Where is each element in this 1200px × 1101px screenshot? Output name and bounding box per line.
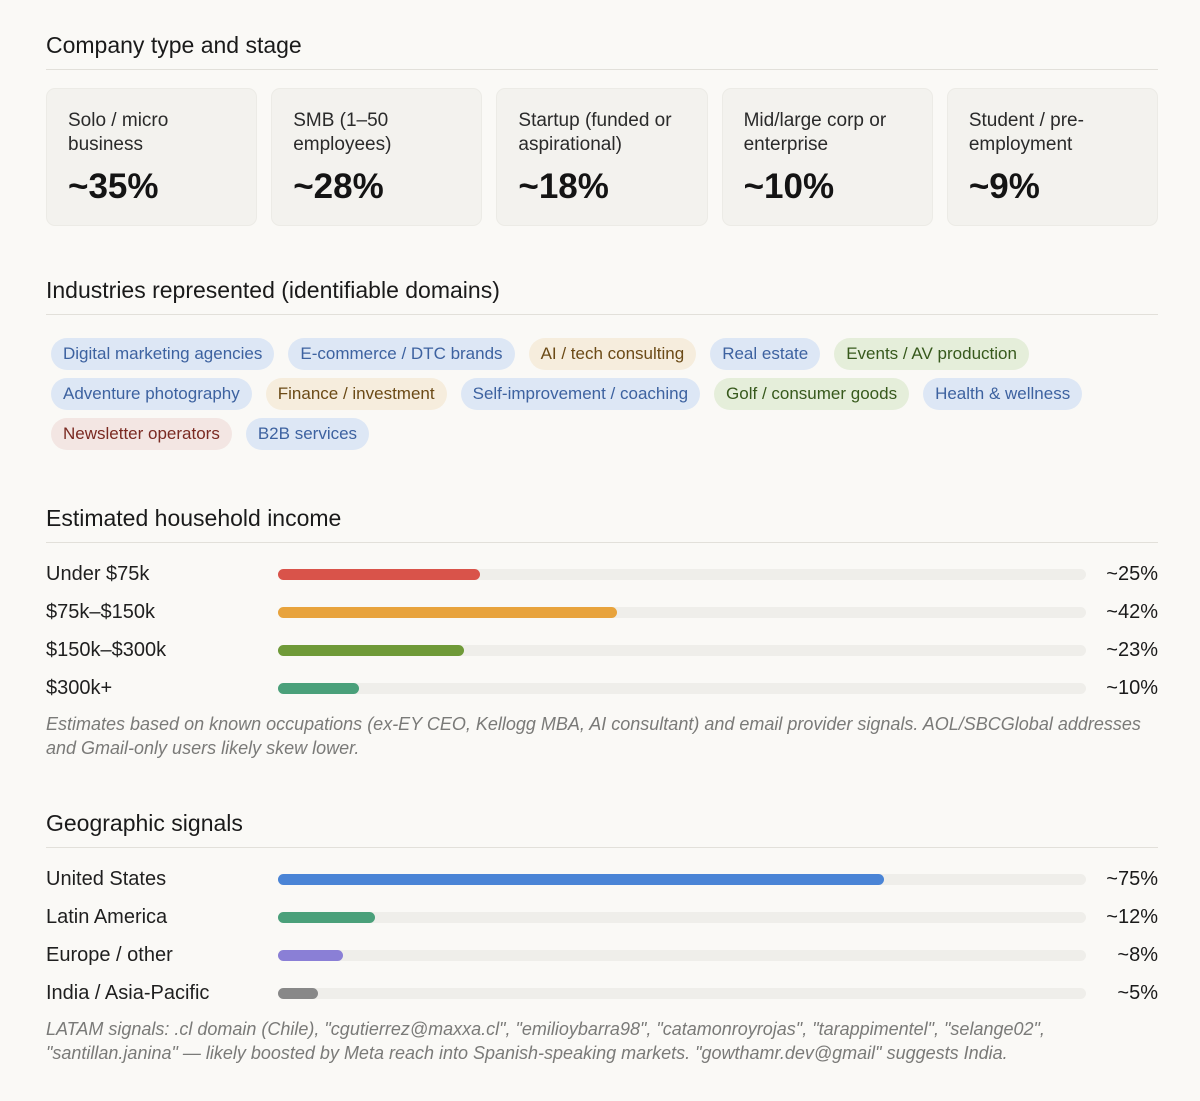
geo-label: Europe / other	[46, 944, 173, 966]
geo-section-title: Geographic signals	[46, 811, 1158, 848]
geo-label: India / Asia-Pacific	[46, 982, 210, 1004]
geo-value: ~8%	[1117, 944, 1158, 966]
card-label: Mid/large corp or enterprise	[743, 110, 887, 155]
income-bars: Under $75k ~25% $75k–$150k ~42% $150k–$3…	[46, 561, 1158, 713]
industry-tag: Real estate	[710, 338, 821, 370]
bar-track	[278, 988, 1086, 999]
industry-tag: Adventure photography	[51, 378, 252, 410]
bar-fill	[278, 874, 884, 885]
company-card: SMB (1–50 employees) ~28%	[271, 88, 483, 226]
bar-fill	[278, 607, 618, 618]
income-value: ~10%	[1106, 677, 1158, 699]
card-label: Student / pre-employment	[968, 110, 1084, 155]
company-cards: Solo / micro business ~35% SMB (1–50 emp…	[46, 88, 1159, 226]
company-card: Solo / micro business ~35%	[46, 88, 258, 226]
tag-row: Digital marketing agencies E-commerce / …	[51, 338, 1161, 370]
card-label: Solo / micro business	[68, 110, 169, 155]
card-label: Startup (funded or aspirational)	[518, 110, 672, 155]
card-value: ~18%	[518, 167, 609, 206]
bar-fill	[278, 683, 359, 694]
industries-section-title: Industries represented (identifiable dom…	[46, 278, 1158, 315]
geo-row: United States ~75%	[46, 866, 1158, 904]
bar-fill	[278, 645, 464, 656]
company-section-title: Company type and stage	[46, 33, 1158, 70]
geo-note: LATAM signals: .cl domain (Chile), "cgut…	[46, 1019, 1045, 1063]
geo-value: ~12%	[1106, 906, 1158, 928]
geo-row: India / Asia-Pacific ~5%	[46, 980, 1158, 1018]
income-section-title: Estimated household income	[46, 506, 1158, 543]
industry-tag: Newsletter operators	[51, 418, 232, 450]
income-value: ~42%	[1106, 601, 1158, 623]
industry-tag: Health & wellness	[923, 378, 1083, 410]
card-value: ~28%	[293, 167, 384, 206]
company-card: Student / pre-employment ~9%	[946, 88, 1159, 226]
industry-tag: Events / AV production	[834, 338, 1029, 370]
geo-bars: United States ~75% Latin America ~12% Eu…	[46, 866, 1158, 1018]
industry-tag: E-commerce / DTC brands	[288, 338, 515, 370]
bar-track	[278, 912, 1086, 923]
bar-fill	[278, 950, 343, 961]
company-card: Mid/large corp or enterprise ~10%	[721, 88, 933, 226]
card-label: SMB (1–50 employees)	[293, 110, 392, 155]
industry-tag: B2B services	[245, 418, 370, 450]
tag-row: Newsletter operators B2B services	[51, 418, 1161, 450]
bar-track	[278, 569, 1086, 580]
geo-value: ~5%	[1117, 982, 1158, 1004]
income-label: $300k+	[46, 677, 113, 699]
geo-row: Latin America ~12%	[46, 904, 1158, 942]
income-value: ~25%	[1106, 563, 1158, 585]
income-label: $75k–$150k	[46, 601, 155, 623]
industry-tag: Golf / consumer goods	[714, 378, 910, 410]
tag-row: Adventure photography Finance / investme…	[51, 378, 1161, 410]
income-note: Estimates based on known occupations (ex…	[46, 714, 1141, 758]
income-value: ~23%	[1106, 639, 1158, 661]
bar-track	[278, 874, 1086, 885]
bar-fill	[278, 569, 480, 580]
geo-label: Latin America	[46, 906, 168, 928]
bar-track	[278, 950, 1086, 961]
income-row: $300k+ ~10%	[46, 675, 1158, 713]
company-card: Startup (funded or aspirational) ~18%	[496, 88, 708, 226]
industry-tag: AI / tech consulting	[528, 338, 697, 370]
bar-track	[278, 607, 1086, 618]
bar-track	[278, 645, 1086, 656]
income-label: Under $75k	[46, 563, 150, 585]
income-row: $75k–$150k ~42%	[46, 599, 1158, 637]
card-value: ~10%	[743, 167, 835, 206]
industry-tag: Finance / investment	[265, 378, 447, 410]
bar-fill	[278, 988, 319, 999]
bar-fill	[278, 912, 375, 923]
geo-label: United States	[46, 868, 167, 890]
geo-value: ~75%	[1106, 868, 1158, 890]
bar-track	[278, 683, 1086, 694]
card-value: ~9%	[968, 167, 1040, 206]
industry-tag: Digital marketing agencies	[51, 338, 275, 370]
industry-tag: Self-improvement / coaching	[460, 378, 701, 410]
industry-tags: Digital marketing agencies E-commerce / …	[51, 338, 1161, 458]
income-row: Under $75k ~25%	[46, 561, 1158, 599]
geo-row: Europe / other ~8%	[46, 942, 1158, 980]
income-label: $150k–$300k	[46, 639, 167, 661]
income-row: $150k–$300k ~23%	[46, 637, 1158, 675]
card-value: ~35%	[68, 167, 159, 206]
